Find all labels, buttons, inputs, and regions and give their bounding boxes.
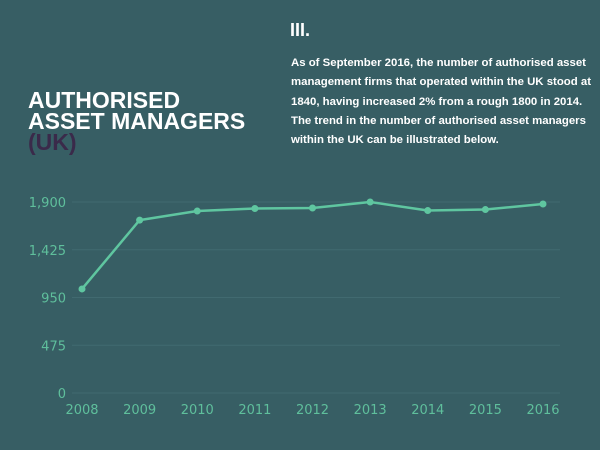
data-point [78,285,86,293]
x-tick-label: 2008 [65,403,98,418]
y-tick-label: 475 [41,339,66,354]
data-point [251,205,259,213]
x-tick-label: 2009 [123,403,156,418]
x-tick-label: 2013 [354,403,387,418]
y-tick-label: 1,425 [29,244,66,259]
data-point [309,204,316,212]
title-line-1: AUTHORISED [28,87,181,113]
data-point [539,200,547,208]
x-tick-label: 2014 [411,403,444,418]
data-point [193,207,201,215]
title-line-2: ASSET MANAGERS [28,108,246,134]
x-tick-label: 2012 [296,403,329,418]
x-tick-label: 2015 [469,403,502,418]
x-tick-label: 2010 [181,403,214,418]
data-point [136,216,144,224]
section-numeral: III. [290,20,311,40]
series-line [81,200,544,290]
x-tick-label: 2011 [238,403,271,418]
data-point [481,206,489,214]
data-point [366,198,374,206]
page-title: AUTHORISED ASSET MANAGERS (UK) [28,87,246,155]
y-tick-label: 1,900 [29,196,66,211]
data-point [424,207,432,215]
description-paragraph: As of September 2016, the number of auth… [291,57,591,147]
y-tick-label: 0 [58,387,66,402]
y-tick-label: 950 [41,292,66,307]
x-tick-label: 2016 [526,403,559,418]
title-line-3: (UK) [28,129,77,155]
